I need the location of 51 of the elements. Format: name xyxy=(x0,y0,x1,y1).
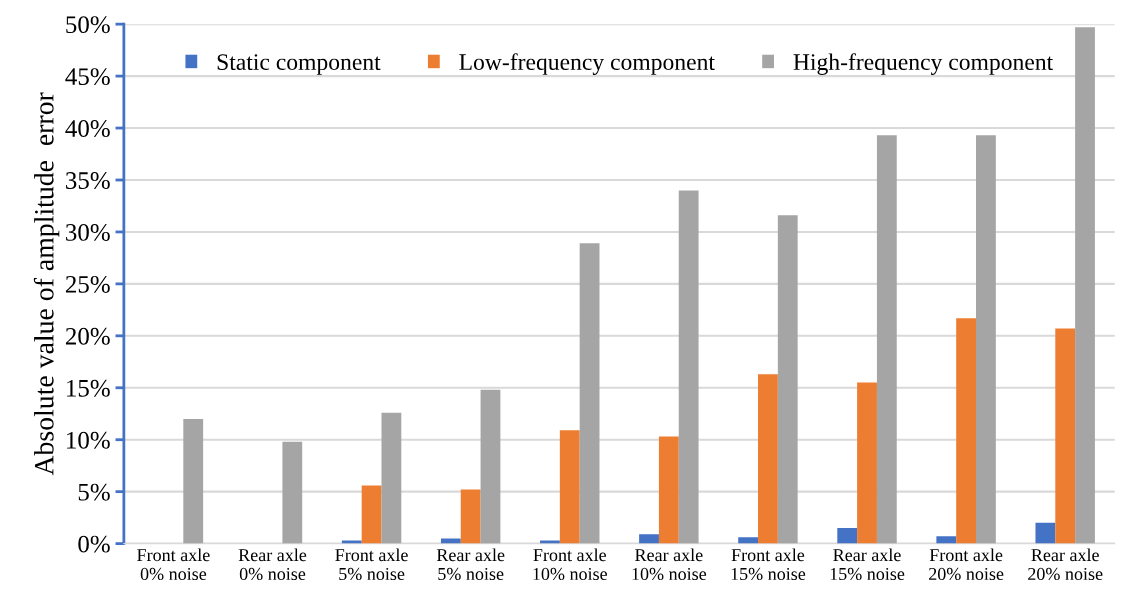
y-tick-label: 20% xyxy=(65,327,110,345)
x-tick-label: Front axle 15% noise xyxy=(731,548,806,581)
bar xyxy=(1055,328,1076,544)
bar xyxy=(579,243,600,544)
bar xyxy=(876,135,897,544)
legend-label: High-frequency component xyxy=(793,53,1054,75)
y-tick-label: 30% xyxy=(66,223,110,241)
bar xyxy=(1035,522,1056,544)
x-tick-label: Rear axle 15% noise xyxy=(830,548,905,581)
bar xyxy=(381,412,402,544)
legend-label: Static component xyxy=(217,54,381,75)
y-tick-label: 5% xyxy=(78,483,110,501)
bar xyxy=(440,538,461,544)
x-tick-label: Rear axle 10% noise xyxy=(632,548,707,581)
bar xyxy=(758,374,778,544)
x-tick-label: Rear axle 5% noise xyxy=(436,548,505,581)
x-tick-label: Rear axle 20% noise xyxy=(1028,548,1103,581)
bar xyxy=(1075,27,1095,544)
bar xyxy=(936,536,957,544)
bar xyxy=(857,382,877,544)
bar xyxy=(282,441,303,544)
x-tick-label: Front axle 20% noise xyxy=(929,548,1004,581)
y-tick-label: 45% xyxy=(65,68,110,86)
bar xyxy=(738,537,759,544)
bar xyxy=(956,318,977,544)
y-axis-title: Absolute value of amplitude error xyxy=(33,92,60,476)
bar xyxy=(639,534,659,544)
bar xyxy=(678,190,699,544)
bar xyxy=(540,540,560,544)
y-tick-label: 35% xyxy=(66,172,110,189)
bar xyxy=(460,489,481,544)
y-tick-label: 40% xyxy=(65,120,110,138)
y-tick-label: 10% xyxy=(67,431,110,449)
x-tick-label: Rear axle 0% noise xyxy=(238,548,307,581)
x-tick-label: Front axle 10% noise xyxy=(533,548,607,581)
bar xyxy=(183,418,204,544)
bar xyxy=(559,430,580,544)
bar xyxy=(976,135,996,544)
bar xyxy=(837,528,858,544)
bar xyxy=(341,540,362,544)
y-tick-label: 0% xyxy=(78,535,110,553)
y-tick-label: 50% xyxy=(66,16,110,34)
bar xyxy=(777,215,798,544)
bar xyxy=(361,485,382,544)
y-tick-label: 15% xyxy=(67,379,110,397)
legend-label: Low-frequency component xyxy=(459,53,715,75)
bar xyxy=(480,389,501,544)
x-tick-label: Front axle 5% noise xyxy=(335,548,408,581)
bar xyxy=(658,436,679,544)
x-tick-label: Front axle 0% noise xyxy=(137,548,210,581)
y-tick-label: 25% xyxy=(65,275,110,293)
